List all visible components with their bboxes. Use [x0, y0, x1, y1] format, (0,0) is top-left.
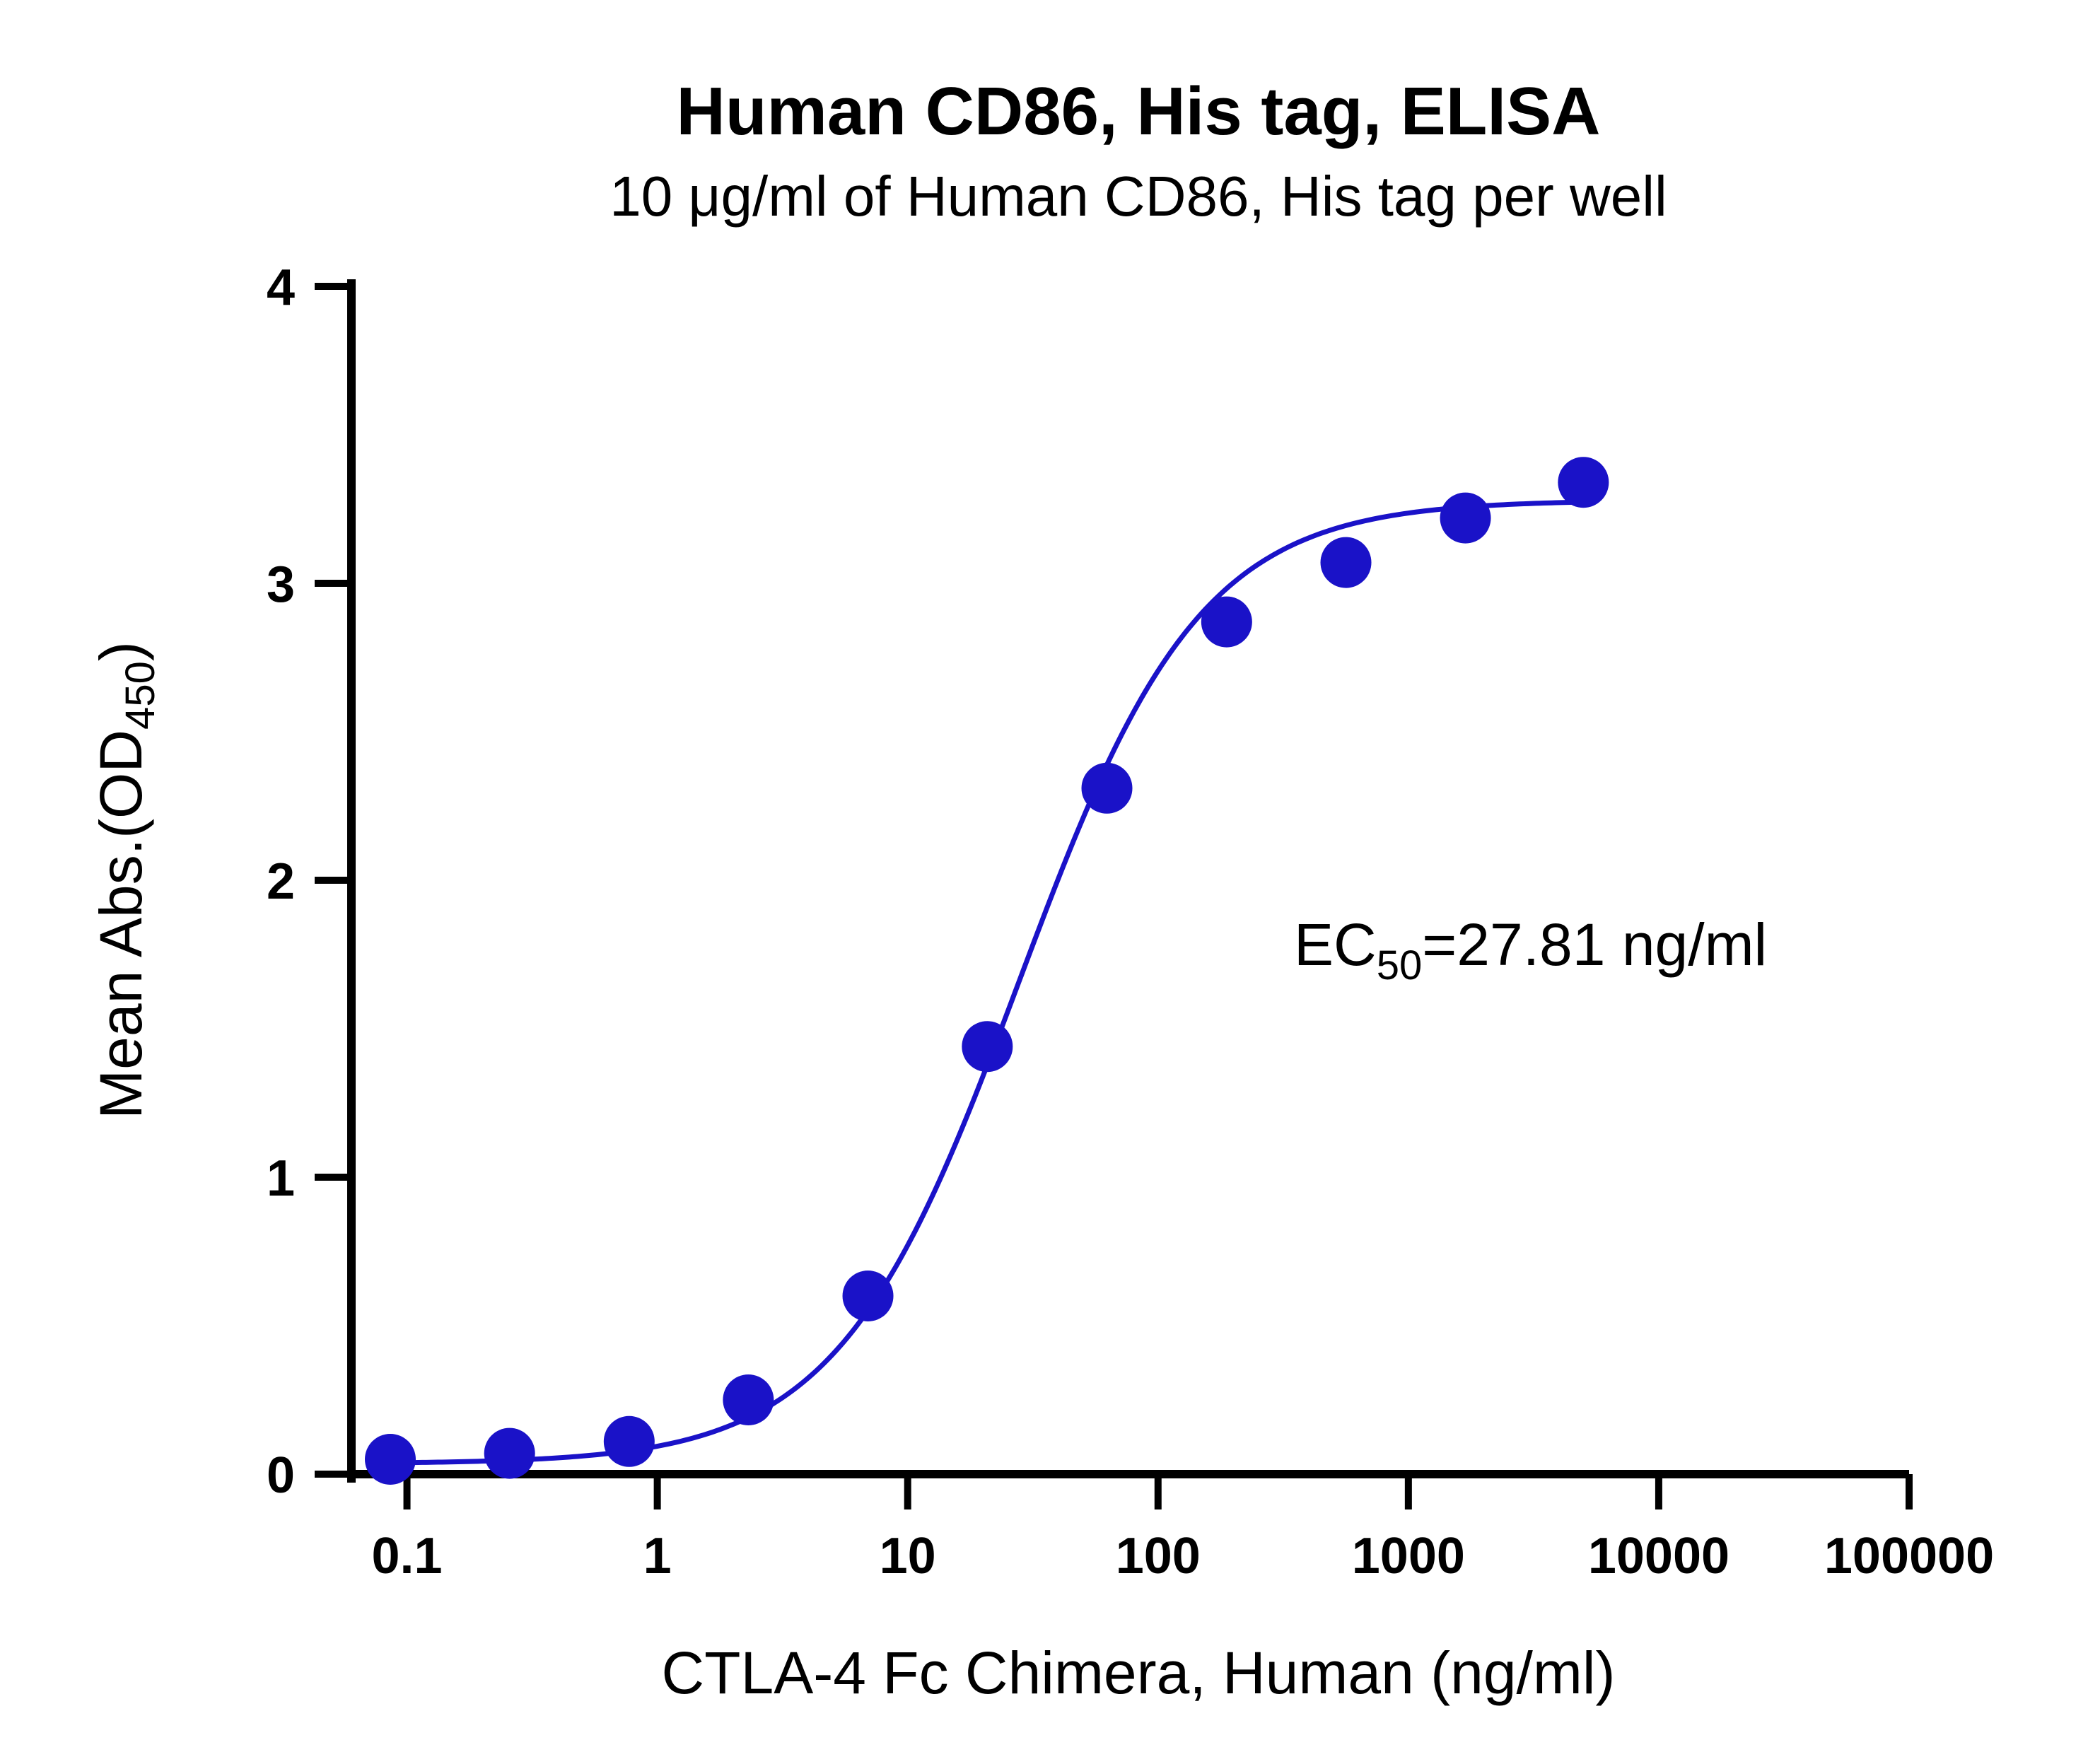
x-tick-label: 1 — [643, 1528, 672, 1584]
y-tick-label: 4 — [267, 259, 295, 316]
data-point — [365, 1434, 416, 1485]
ec50-annotation-subscript: 50 — [1377, 942, 1423, 988]
data-point — [842, 1271, 894, 1321]
data-point — [723, 1374, 774, 1425]
y-axis-title-main: Mean Abs.(OD — [88, 730, 154, 1119]
y-axis-title-close: ) — [88, 641, 154, 661]
y-axis-title: Mean Abs.(OD450) — [88, 641, 163, 1119]
x-tick-label: 10 — [880, 1528, 936, 1584]
data-point — [484, 1427, 535, 1479]
ec50-annotation: EC50=27.81 ng/ml — [1294, 911, 1767, 988]
y-tick-label: 2 — [267, 853, 295, 910]
y-axis-title-subscript: 450 — [117, 661, 163, 730]
ec50-annotation-main: EC — [1294, 911, 1377, 978]
axes — [347, 279, 1909, 1483]
y-tick-label: 0 — [267, 1447, 295, 1504]
data-point — [962, 1021, 1013, 1073]
y-tick-label: 1 — [267, 1150, 295, 1207]
data-point — [1201, 596, 1252, 648]
y-tick-label: 3 — [267, 556, 295, 613]
x-tick-label: 1000 — [1352, 1528, 1465, 1584]
data-point — [1081, 762, 1133, 814]
x-tick-label: 100 — [1116, 1528, 1201, 1584]
x-tick-label: 0.1 — [372, 1528, 443, 1584]
ec50-annotation-value: =27.81 ng/ml — [1422, 911, 1767, 978]
x-tick-label: 10000 — [1588, 1528, 1729, 1584]
y-axis-ticks: 0 1 2 3 4 — [267, 259, 351, 1504]
x-tick-label: 100000 — [1824, 1528, 1994, 1584]
x-axis-title: CTLA-4 Fc Chimera, Human (ng/ml) — [662, 1640, 1616, 1706]
data-point — [603, 1415, 655, 1467]
data-point — [1558, 457, 1609, 508]
chart-title: Human CD86, His tag, ELISA — [677, 74, 1601, 149]
data-point — [1320, 537, 1372, 588]
data-points-layer — [365, 457, 1609, 1485]
chart-subtitle: 10 μg/ml of Human CD86, His tag per well — [609, 165, 1667, 228]
x-axis-ticks: 0.1 1 10 100 1000 10000 100000 — [372, 1474, 1994, 1584]
data-point — [1440, 492, 1491, 544]
